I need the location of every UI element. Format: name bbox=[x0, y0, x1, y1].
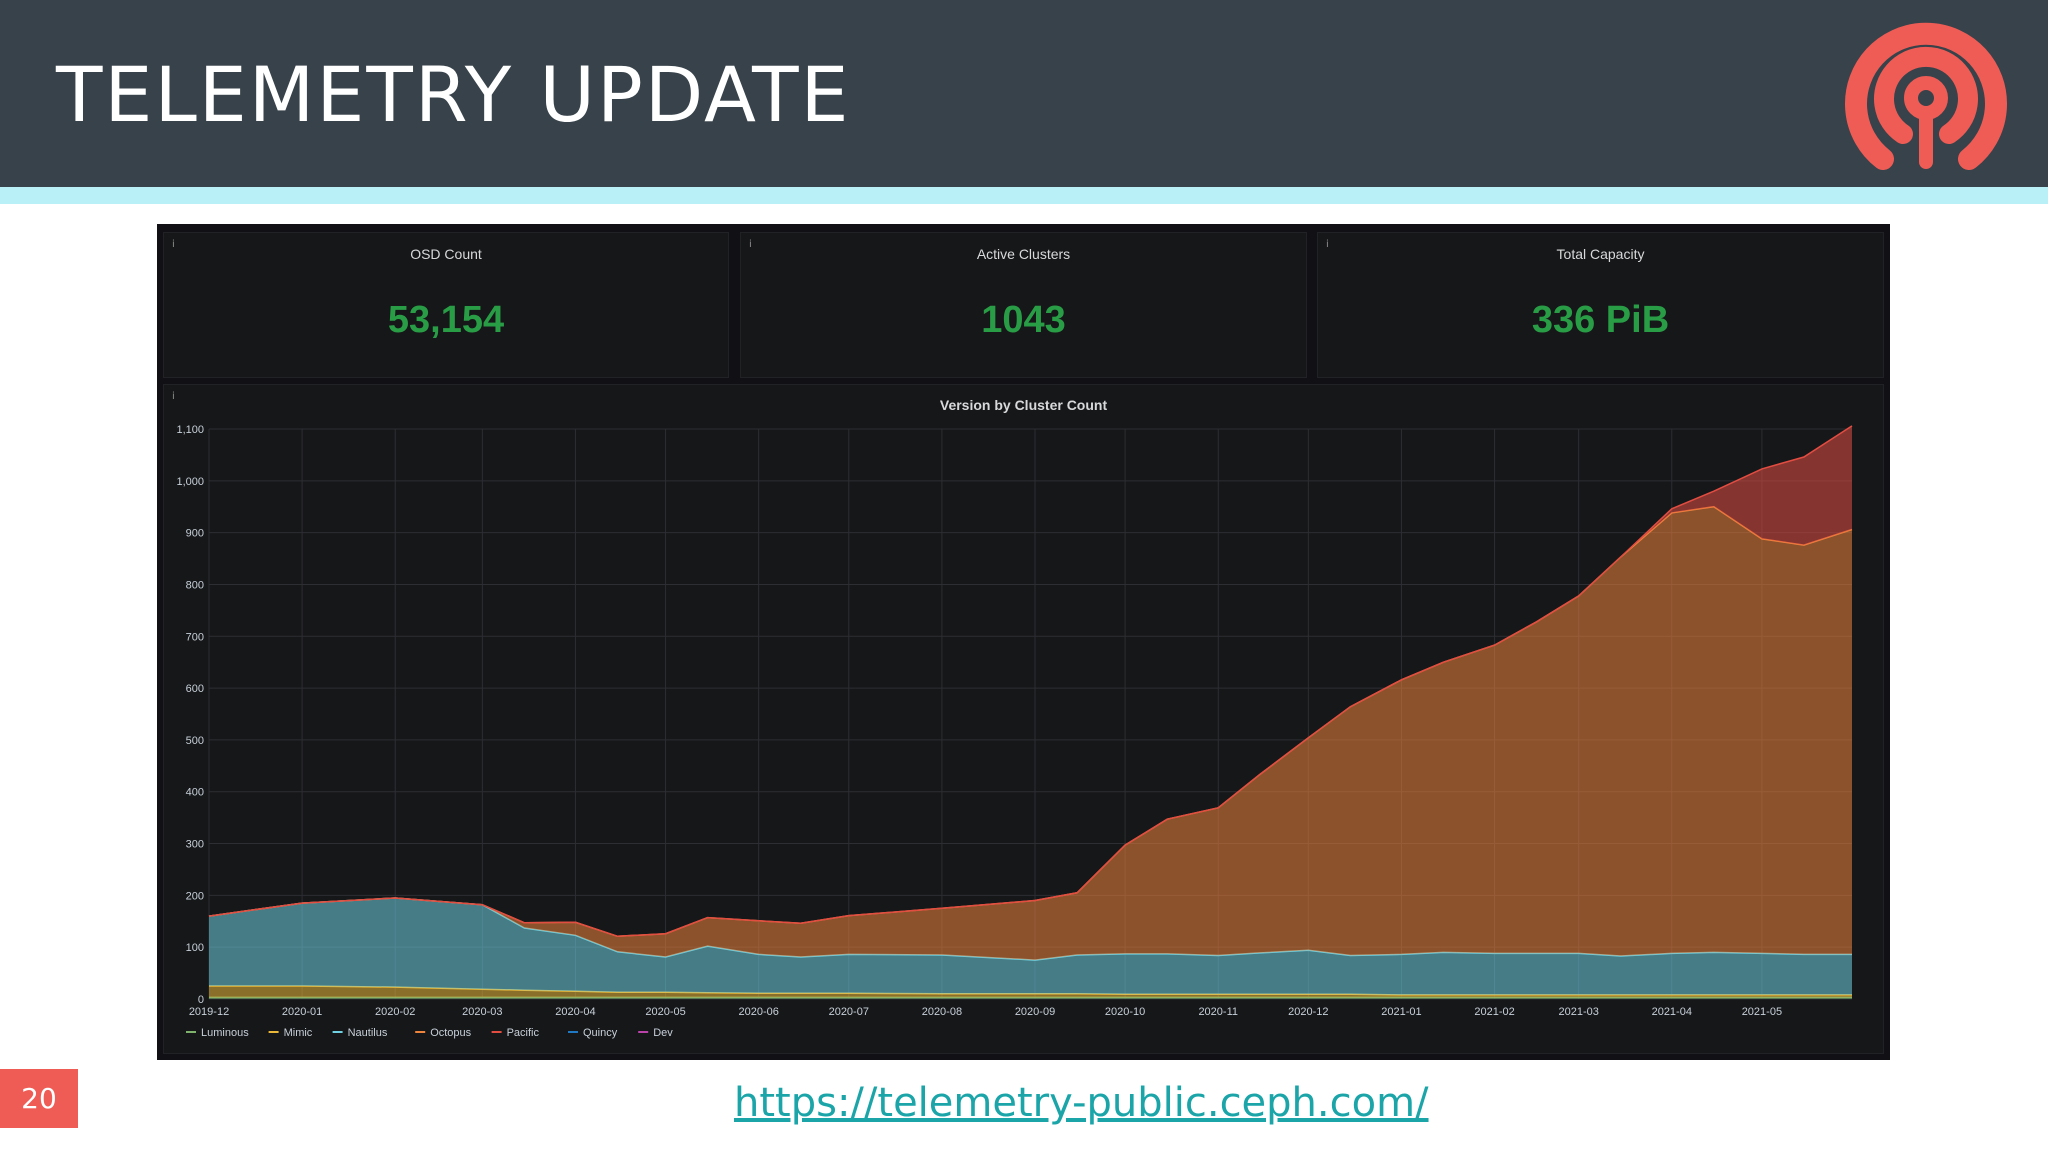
y-tick-label: 400 bbox=[186, 787, 204, 799]
stat-value: 336 PiB bbox=[1531, 299, 1670, 341]
x-tick-label: 2020-06 bbox=[738, 1006, 778, 1018]
grafana-dashboard: i OSD Count 53,154 i Active Clusters 104… bbox=[157, 224, 1890, 1060]
graph-panel-version-by-cluster-count: i Version by Cluster Count 0 100 200 300 400… bbox=[163, 384, 1884, 1054]
x-tick-label: 2020-02 bbox=[375, 1006, 415, 1018]
x-tick-label: 2020-04 bbox=[555, 1006, 595, 1018]
y-tick-label: 800 bbox=[186, 579, 204, 591]
y-tick-label: 300 bbox=[186, 839, 204, 851]
x-tick-label: 2021-01 bbox=[1381, 1006, 1421, 1018]
x-tick-label: 2020-07 bbox=[829, 1006, 869, 1018]
ceph-logo-icon bbox=[1845, 22, 2007, 170]
x-tick-label: 2021-02 bbox=[1474, 1006, 1514, 1018]
stat-panel-active-clusters: i Active Clusters 1043 bbox=[740, 232, 1307, 378]
header-accent-bar bbox=[0, 187, 2048, 204]
page-number: 20 bbox=[0, 1069, 78, 1128]
y-tick-label: 600 bbox=[186, 683, 204, 695]
series-line bbox=[208, 425, 1853, 938]
slide-title: TELEMETRY UPDATE bbox=[56, 50, 851, 139]
y-tick-label: 700 bbox=[186, 631, 204, 643]
y-tick-label: 100 bbox=[186, 942, 204, 954]
x-tick-label: 2020-10 bbox=[1105, 1006, 1145, 1018]
x-tick-label: 2020-08 bbox=[922, 1006, 962, 1018]
series-area bbox=[209, 898, 1852, 995]
stat-title: Total Capacity bbox=[1556, 246, 1645, 262]
legend-label: Dev bbox=[653, 1027, 673, 1039]
x-tick-label: 2020-11 bbox=[1198, 1006, 1238, 1018]
x-tick-label: 2021-03 bbox=[1558, 1006, 1598, 1018]
series-area bbox=[209, 986, 1852, 998]
stat-title: OSD Count bbox=[410, 246, 482, 262]
legend-label: Octopus bbox=[430, 1027, 471, 1039]
x-tick-label: 2019-12 bbox=[189, 1006, 229, 1018]
legend-label: Pacific bbox=[507, 1027, 540, 1039]
legend-label: Quincy bbox=[583, 1027, 618, 1039]
legend-label: Luminous bbox=[201, 1027, 249, 1039]
stat-value: 1043 bbox=[981, 299, 1066, 341]
legend-label: Nautilus bbox=[348, 1027, 388, 1039]
y-tick-label: 900 bbox=[186, 528, 204, 540]
slide-header: TELEMETRY UPDATE bbox=[0, 0, 2048, 187]
legend-label: Mimic bbox=[284, 1027, 313, 1039]
series-area bbox=[209, 506, 1852, 961]
y-tick-label: 0 bbox=[198, 994, 204, 1006]
info-icon[interactable]: i bbox=[749, 239, 752, 250]
x-tick-label: 2020-05 bbox=[645, 1006, 685, 1018]
telemetry-link[interactable]: https://telemetry-public.ceph.com/ bbox=[734, 1080, 1429, 1126]
chart-title: Version by Cluster Count bbox=[939, 397, 1108, 413]
y-tick-label: 1,000 bbox=[176, 476, 204, 488]
x-tick-label: 2020-12 bbox=[1288, 1006, 1328, 1018]
y-tick-label: 500 bbox=[186, 735, 204, 747]
info-icon[interactable]: i bbox=[1326, 239, 1329, 250]
x-tick-label: 2020-01 bbox=[282, 1006, 322, 1018]
x-tick-label: 2020-09 bbox=[1015, 1006, 1055, 1018]
stat-panel-total-capacity: i Total Capacity 336 PiB bbox=[1317, 232, 1884, 378]
area-chart: 0 100 200 300 400 500 600 700 800 900 1,000 1,100 20… bbox=[176, 424, 1853, 1039]
y-tick-label: 1,100 bbox=[176, 424, 204, 436]
info-icon[interactable]: i bbox=[172, 391, 175, 402]
x-tick-label: 2020-03 bbox=[462, 1006, 502, 1018]
x-tick-label: 2021-05 bbox=[1742, 1006, 1782, 1018]
y-tick-label: 200 bbox=[186, 890, 204, 902]
stat-title: Active Clusters bbox=[976, 246, 1071, 262]
stat-panel-osd-count: i OSD Count 53,154 bbox=[163, 232, 729, 378]
x-tick-label: 2021-04 bbox=[1652, 1006, 1692, 1018]
stat-value: 53,154 bbox=[387, 299, 505, 341]
info-icon[interactable]: i bbox=[172, 239, 175, 250]
